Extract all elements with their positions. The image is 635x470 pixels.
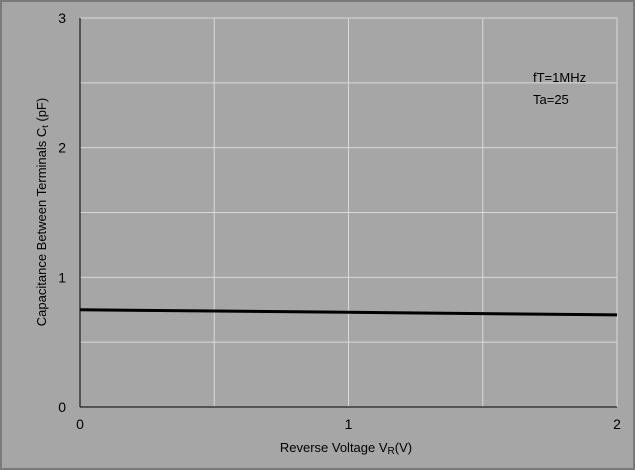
x-axis-title-subscript: R: [388, 446, 395, 457]
y-tick-label: 0: [58, 399, 66, 415]
y-axis-title: Capacitance Between Terminals Ct (pF): [34, 98, 50, 326]
annotation-frequency: fT=1MHz: [533, 70, 586, 85]
x-axis-title-unit: (V): [395, 440, 412, 455]
axes: [79, 18, 617, 408]
annotation-temperature: Ta=25: [533, 92, 569, 107]
x-tick-label: 0: [76, 416, 84, 432]
grid: [80, 17, 618, 407]
series-line-0: [79, 308, 618, 317]
x-tick-label: 2: [613, 416, 621, 432]
y-tick-label: 3: [58, 10, 66, 26]
y-axis-title-unit: (pF): [34, 98, 49, 125]
x-tick-label: 1: [345, 416, 353, 432]
x-axis-title: Reverse Voltage VR(V): [280, 440, 412, 457]
y-tick-label: 2: [58, 140, 66, 156]
y-axis-title-main: Capacitance Between Terminals C: [34, 128, 49, 326]
tick-labels: 0 1 2 0 1 2 3: [58, 10, 621, 432]
series: [79, 308, 618, 317]
x-axis-title-main: Reverse Voltage V: [280, 440, 388, 455]
y-tick-label: 1: [58, 269, 66, 285]
y-axis-title-subscript: t: [40, 125, 50, 128]
